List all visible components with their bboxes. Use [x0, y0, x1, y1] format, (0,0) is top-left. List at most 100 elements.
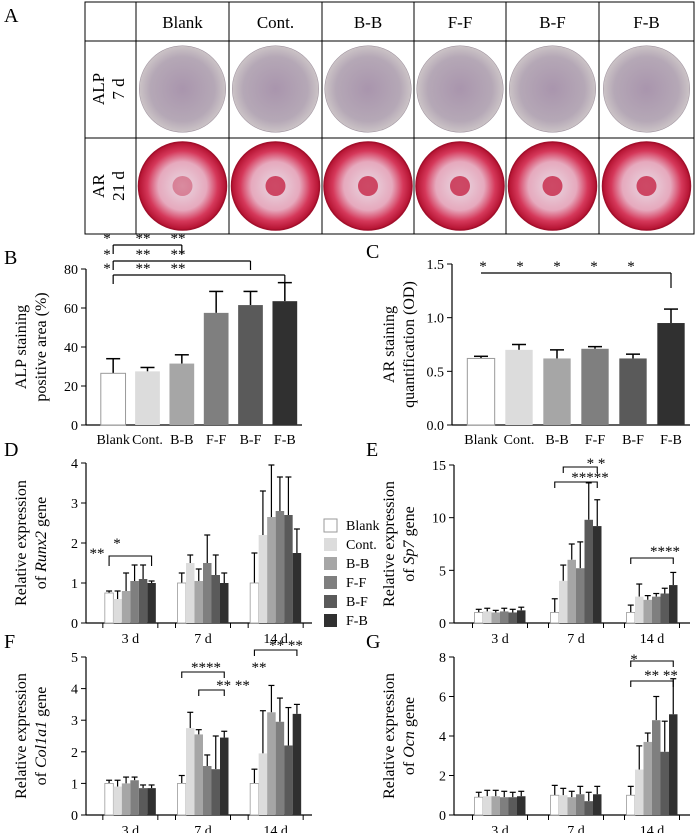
alp-well-fill-4: [509, 46, 596, 132]
row-label-alp: ALP: [89, 73, 108, 105]
c-x-label-4: B-F: [622, 433, 644, 448]
d-y-tick-label-4: 4: [71, 457, 78, 472]
ar-well-0: [137, 141, 228, 231]
g-bar-0-0: [474, 796, 484, 816]
g-sig-low: ** **: [644, 668, 678, 684]
c-y-tick-label-1: 0.5: [427, 365, 445, 380]
f-bar-2-3: [275, 721, 285, 815]
f-y-label-gene: Col1a1: [33, 721, 50, 768]
b-sig-star-1-1: **: [136, 247, 151, 263]
g-bar-1-5: [593, 794, 602, 815]
g-y-tick-label-0: 0: [439, 809, 446, 824]
column-header-5: F-B: [633, 13, 659, 32]
g-bar-1-1: [559, 795, 568, 815]
g-x-label-0: 3 d: [491, 824, 509, 833]
f-bar-0-4: [138, 788, 148, 815]
d-bar-2-0: [249, 582, 260, 624]
ar-well-nodule-0: [172, 176, 193, 196]
d-bar-0-0: [104, 592, 114, 624]
g-bar-0-1: [483, 796, 492, 815]
d-bar-1-1: [186, 563, 195, 623]
e-bar-2-4: [660, 593, 669, 623]
g-bar-2-1: [635, 769, 644, 815]
g-bar-1-4: [584, 801, 593, 815]
legend-label-5: F-B: [346, 614, 368, 629]
b-sig-star-0-1: **: [136, 231, 151, 247]
d-bar-2-2: [267, 517, 276, 623]
b-x-label-3: F-F: [206, 433, 226, 448]
d-y-label-gene: Runx2: [33, 531, 50, 573]
f-bar-2-0: [249, 783, 260, 816]
ar-well-nodule-1: [265, 176, 286, 196]
f-bar-2-1: [258, 753, 268, 815]
d-bar-0-2: [121, 591, 131, 623]
b-sig-star-2-2: **: [171, 261, 186, 277]
legend: Blank Cont. B-B F-F B-F F-B: [323, 518, 379, 629]
e-bar-0-5: [517, 610, 526, 623]
e-y-label-gene: Sp7: [401, 539, 418, 564]
f-bar-2-2: [267, 712, 276, 815]
d-bar-1-4: [211, 575, 220, 623]
b-bar-3: [203, 312, 229, 425]
d-bar-1-2: [194, 581, 203, 623]
c-bar-3: [581, 348, 609, 425]
alp-well-fill-1: [232, 46, 319, 132]
g-sig-bracket-low: [630, 680, 674, 687]
b-bar-1: [135, 371, 160, 425]
b-x-label-1: Cont.: [132, 433, 163, 448]
chart-g-ocn: 0 2 4 6 8 3 d 7 d 14 d Relative expression of Ocn…: [381, 651, 690, 833]
b-y-tick-label-4: 80: [64, 263, 78, 278]
c-y-tick-label-3: 1.5: [427, 258, 445, 273]
b-x-label-5: F-B: [274, 433, 296, 448]
d-x-label-1: 7 d: [194, 632, 212, 647]
e-bar-0-3: [500, 611, 509, 623]
g-x-label-1: 7 d: [567, 824, 585, 833]
d-sig-left: **: [90, 546, 105, 562]
c-x-label-2: B-B: [545, 433, 568, 448]
c-bar-0: [466, 357, 496, 426]
d-y-tick-label-2: 2: [71, 537, 78, 552]
b-sig-star-2-0: *: [103, 261, 111, 277]
g-y-tick-label-4: 8: [439, 651, 446, 666]
c-x-label-5: F-B: [660, 433, 682, 448]
panel-label-a: A: [4, 5, 19, 27]
b-x-label-0: Blank: [96, 433, 129, 448]
panel-label-f: F: [4, 631, 15, 653]
d-y-label-line2: of Runx2 gene: [33, 497, 50, 589]
e-y-label-pre: of: [401, 564, 418, 581]
f-bar-2-5: [292, 713, 302, 815]
f-bar-2-4: [284, 745, 293, 815]
legend-swatch-2: [324, 557, 337, 570]
e-x-label-2: 14 d: [640, 632, 665, 647]
e-y-label-line1: Relative expression: [381, 481, 398, 607]
g-bar-0-3: [500, 797, 509, 815]
b-y-tick-label-3: 60: [64, 302, 78, 317]
b-bar-4: [238, 305, 263, 425]
f-bar-1-1: [186, 728, 195, 815]
e-sig-top: * *: [587, 456, 606, 472]
g-y-tick-label-2: 4: [439, 730, 446, 745]
d-bar-1-5: [220, 583, 229, 623]
f-y-label-post: gene: [33, 687, 50, 721]
legend-swatch-4: [324, 595, 337, 608]
f-bar-0-3: [130, 780, 139, 815]
f-sig-bracket-14d: [253, 649, 298, 656]
d-bar-0-1: [113, 599, 122, 623]
g-bar-2-3: [652, 720, 661, 815]
e-bar-2-2: [643, 599, 652, 623]
b-sig-star-0-2: **: [171, 231, 186, 247]
row-label-alp-time: 7 d: [109, 78, 128, 100]
chart-d-runx2: 0 1 2 3 4 3 d 7 d 14 d Relative expression of Run…: [13, 457, 312, 647]
e-bar-0-1: [483, 611, 492, 623]
f-x-label-2: 14 d: [263, 824, 288, 833]
g-y-tick-label-3: 6: [439, 691, 446, 706]
row-label-ar-time: 21 d: [109, 171, 128, 201]
g-y-label-post: gene: [401, 697, 418, 731]
e-y-tick-label-0: 0: [439, 617, 446, 632]
b-x-label-4: B-F: [240, 433, 262, 448]
b-bar-2: [169, 363, 195, 425]
f-bar-1-0: [177, 783, 187, 816]
f-sig-bracket-7d-inner: [198, 689, 225, 696]
f-sig-7d-left: ****: [191, 660, 221, 676]
f-y-tick-label-1: 1: [71, 777, 78, 792]
